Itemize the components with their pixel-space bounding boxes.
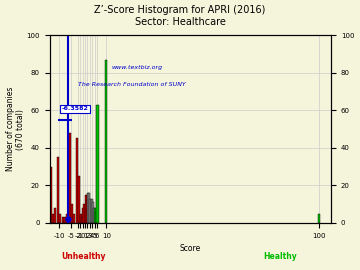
Bar <box>318 214 320 223</box>
Bar <box>93 208 95 223</box>
Bar <box>76 139 78 223</box>
X-axis label: Score: Score <box>180 244 201 253</box>
Bar <box>64 217 66 223</box>
Bar <box>54 208 57 223</box>
Bar <box>69 133 71 223</box>
Bar <box>89 198 91 223</box>
Text: The Research Foundation of SUNY: The Research Foundation of SUNY <box>78 82 185 87</box>
Text: -6.3582: -6.3582 <box>62 106 89 111</box>
Bar <box>57 157 59 223</box>
Bar <box>87 193 89 223</box>
Bar <box>105 60 107 223</box>
Bar <box>86 200 88 223</box>
Bar <box>50 167 52 223</box>
Bar <box>80 214 82 223</box>
Text: www.textbiz.org: www.textbiz.org <box>112 65 163 70</box>
Bar <box>92 202 94 223</box>
Bar <box>94 208 96 223</box>
Text: Healthy: Healthy <box>264 252 297 261</box>
Bar <box>82 208 84 223</box>
Bar <box>96 105 99 223</box>
Bar <box>66 214 68 223</box>
Bar <box>73 214 76 223</box>
Bar <box>59 214 61 223</box>
Bar <box>62 217 64 223</box>
Y-axis label: Number of companies
(670 total): Number of companies (670 total) <box>5 87 25 171</box>
Bar <box>95 212 97 223</box>
Bar <box>71 204 73 223</box>
Bar <box>78 176 80 223</box>
Bar <box>91 198 93 223</box>
Text: Unhealthy: Unhealthy <box>61 252 105 261</box>
Bar <box>52 214 54 223</box>
Bar <box>84 204 85 223</box>
Bar <box>85 195 87 223</box>
Text: Z’-Score Histogram for APRI (2016)
Sector: Healthcare: Z’-Score Histogram for APRI (2016) Secto… <box>94 5 266 27</box>
Bar <box>81 217 83 223</box>
Bar <box>88 193 90 223</box>
